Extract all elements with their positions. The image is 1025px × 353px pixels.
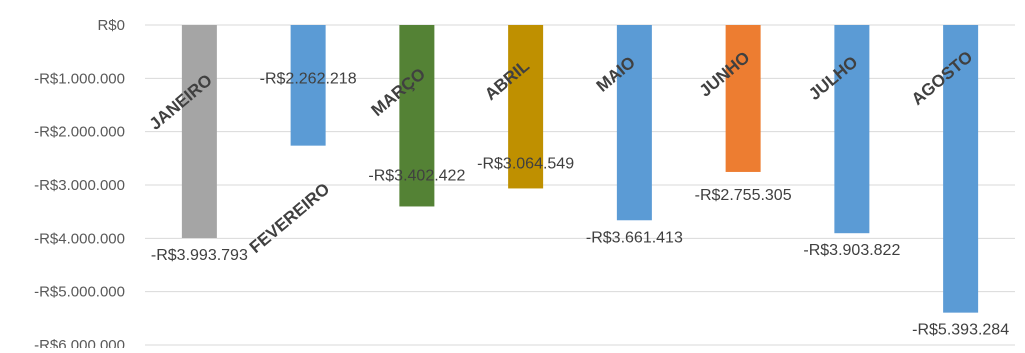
data-label: -R$3.661.413: [586, 229, 683, 246]
data-labels: -R$3.993.793 -R$2.262.218 -R$3.402.422 -R$3…: [151, 71, 1009, 339]
y-tick-label: -R$4.000.000: [34, 230, 125, 247]
data-label: -R$2.755.305: [695, 187, 792, 204]
data-label: -R$3.402.422: [368, 167, 465, 184]
y-tick-label: -R$3.000.000: [34, 177, 125, 194]
bar-junho: [725, 25, 761, 172]
data-label: -R$2.262.218: [260, 71, 357, 88]
y-tick-label: -R$5.000.000: [34, 284, 125, 301]
y-tick-label: -R$1.000.000: [34, 70, 125, 87]
bar-fevereiro: [290, 25, 326, 146]
y-tick-label: R$0: [97, 17, 125, 34]
data-label: -R$3.064.549: [477, 155, 574, 172]
bar-abril: [508, 25, 544, 189]
category-label: FEVEREIRO: [246, 179, 333, 257]
bar-agosto: [943, 25, 979, 313]
data-label: -R$3.993.793: [151, 247, 248, 264]
bars: [181, 25, 979, 313]
bar-janeiro: [181, 25, 217, 239]
y-tick-label: -R$6.000.000: [34, 337, 125, 348]
y-axis: R$0 -R$1.000.000 -R$2.000.000 -R$3.000.000 -…: [34, 17, 125, 353]
bar-julho: [834, 25, 870, 234]
gridlines: [145, 24, 1015, 346]
y-tick-label: -R$2.000.000: [34, 124, 125, 141]
bar-março: [399, 25, 435, 207]
bar-maio: [616, 25, 652, 221]
data-label: -R$3.903.822: [803, 242, 900, 259]
data-label: -R$5.393.284: [912, 322, 1009, 339]
